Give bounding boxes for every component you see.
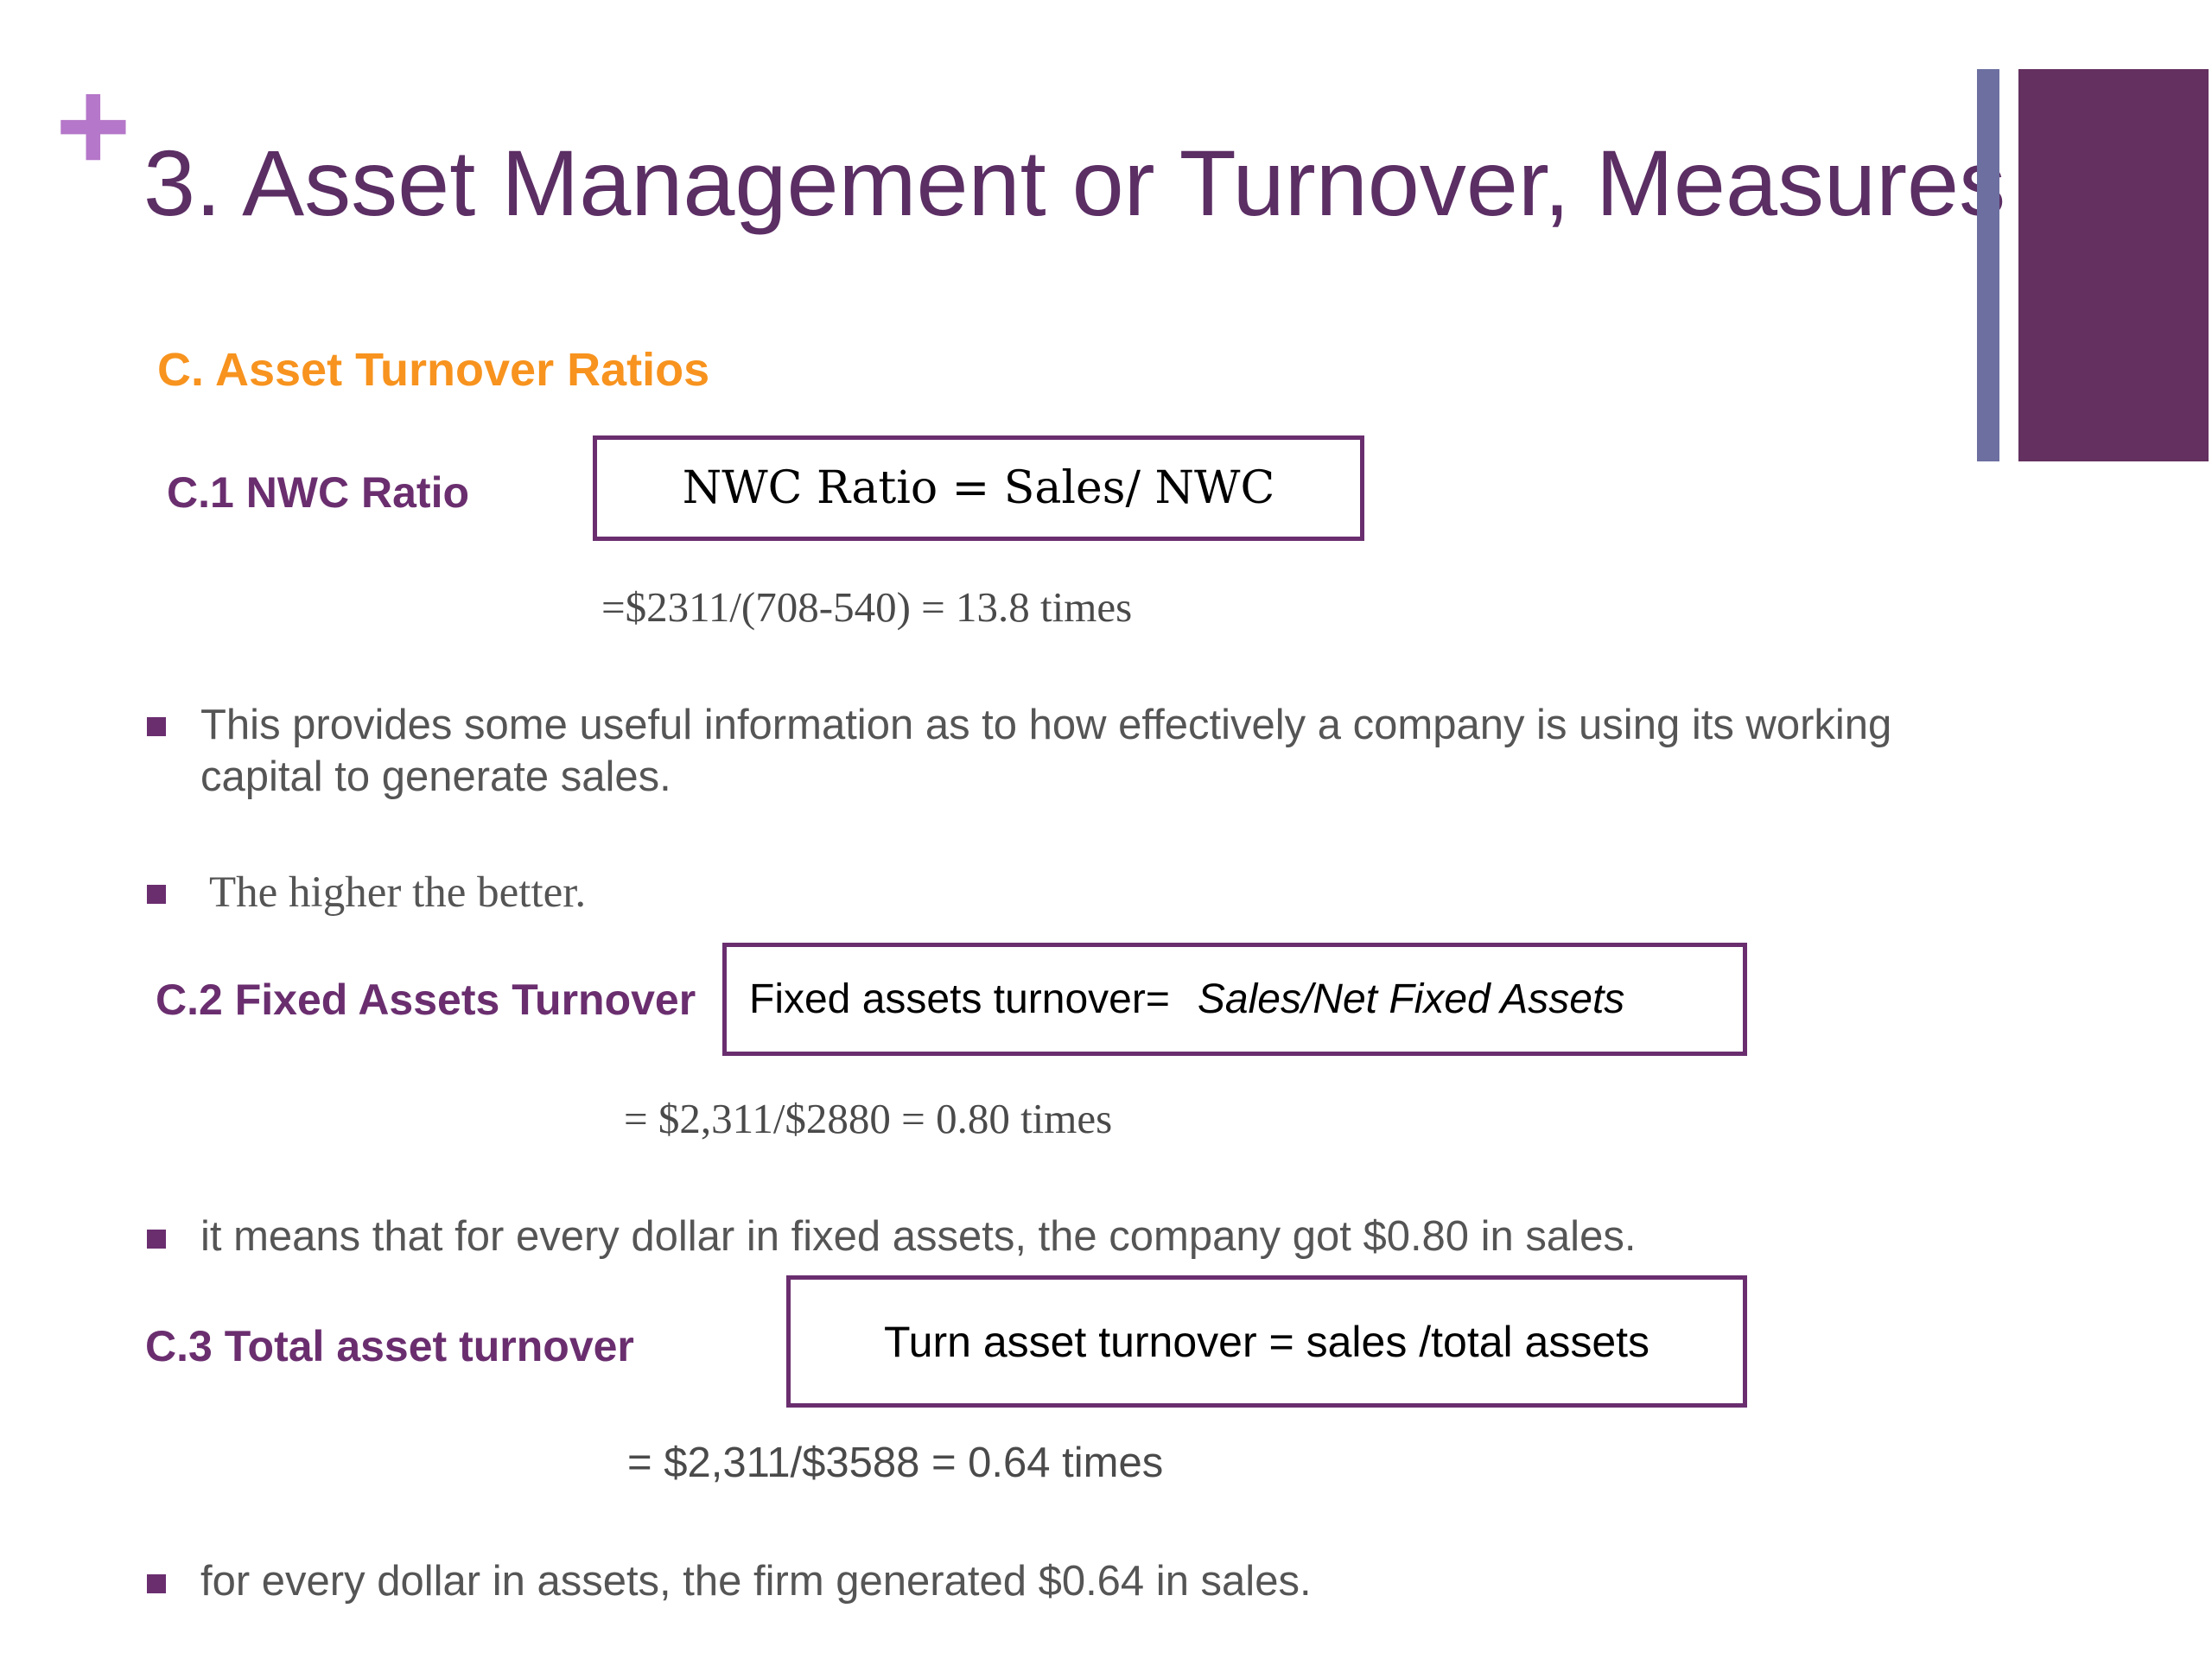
- total-asset-calculation: = $2,311/$3588 = 0.64 times: [627, 1440, 1164, 1486]
- nwc-ratio-formula: NWC Ratio = Sales/ NWC: [682, 462, 1275, 514]
- bullet-text-fixed-assets: it means that for every dollar in fixed …: [200, 1213, 1637, 1260]
- decorative-bar-wide: [2018, 69, 2209, 461]
- total-asset-turnover-label: C.3 Total asset turnover: [145, 1322, 634, 1370]
- plus-icon: +: [55, 53, 131, 198]
- total-asset-formula-box: Turn asset turnover = sales /total asset…: [786, 1275, 1747, 1408]
- nwc-ratio-calculation: =$2311/(708-540) = 13.8 times: [601, 583, 1133, 631]
- total-asset-formula: Turn asset turnover = sales /total asset…: [883, 1317, 1650, 1366]
- nwc-ratio-label: C.1 NWC Ratio: [167, 468, 469, 517]
- fixed-assets-calculation: = $2,311/$2880 = 0.80 times: [624, 1095, 1113, 1142]
- fixed-assets-formula-box: Fixed assets turnover= Sales/Net Fixed As…: [722, 943, 1747, 1056]
- bullet-text-total-assets: for every dollar in assets, the firm gen…: [200, 1558, 1312, 1605]
- bullet-marker: [147, 1230, 166, 1249]
- fixed-assets-formula-prefix: Fixed assets turnover=: [749, 976, 1170, 1022]
- bullet-marker: [147, 1574, 166, 1593]
- fixed-assets-turnover-label: C.2 Fixed Assets Turnover: [156, 976, 696, 1024]
- nwc-ratio-formula-box: NWC Ratio = Sales/ NWC: [593, 435, 1364, 541]
- bullet-marker: [147, 885, 166, 904]
- fixed-assets-formula-italic: Sales/Net Fixed Assets: [1197, 976, 1625, 1022]
- fixed-assets-formula: Fixed assets turnover= Sales/Net Fixed As…: [749, 976, 1624, 1023]
- slide-title: 3. Asset Management or Turnover, Measure…: [143, 130, 2006, 235]
- section-heading: C. Asset Turnover Ratios: [157, 344, 710, 396]
- bullet-text-higher-better: The higher the better.: [209, 868, 587, 917]
- decorative-bar-thin: [1977, 69, 1999, 461]
- bullet-text-working-capital: This provides some useful information as…: [200, 702, 1892, 800]
- bullet-marker: [147, 717, 166, 736]
